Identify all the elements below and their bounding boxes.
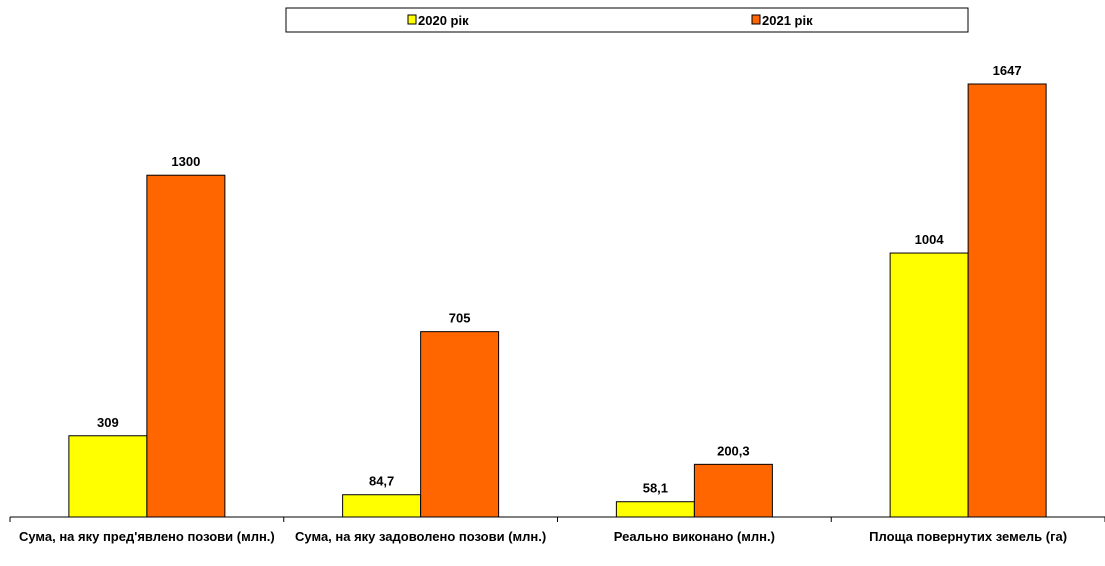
bar [889, 252, 969, 518]
x-tick-label: Сума, на яку задоволено позови (млн.) [295, 529, 547, 544]
legend-swatch [407, 14, 417, 25]
legend-box [285, 7, 969, 33]
x-tick-label: Реально виконано (млн.) [613, 529, 775, 544]
bar [693, 463, 773, 518]
bar [342, 494, 422, 518]
legend-label: 2020 рік [418, 13, 469, 28]
legend-swatch [751, 14, 761, 25]
bar [68, 435, 148, 518]
bar [967, 83, 1047, 518]
value-label: 1004 [915, 232, 945, 247]
bar [615, 501, 695, 518]
x-tick-label: Сума, на яку пред'явлено позови (млн.) [18, 529, 275, 544]
x-tick-label: Площа повернутих земель (га) [869, 529, 1068, 544]
value-label: 309 [97, 415, 119, 430]
value-label: 1647 [993, 63, 1022, 78]
value-label: 1300 [171, 154, 200, 169]
value-label: 84,7 [369, 474, 394, 489]
value-label: 200,3 [717, 443, 750, 458]
bar [146, 174, 226, 518]
value-label: 705 [449, 311, 471, 326]
legend-label: 2021 рік [762, 13, 813, 28]
value-label: 58,1 [643, 481, 668, 496]
bar [420, 331, 500, 518]
